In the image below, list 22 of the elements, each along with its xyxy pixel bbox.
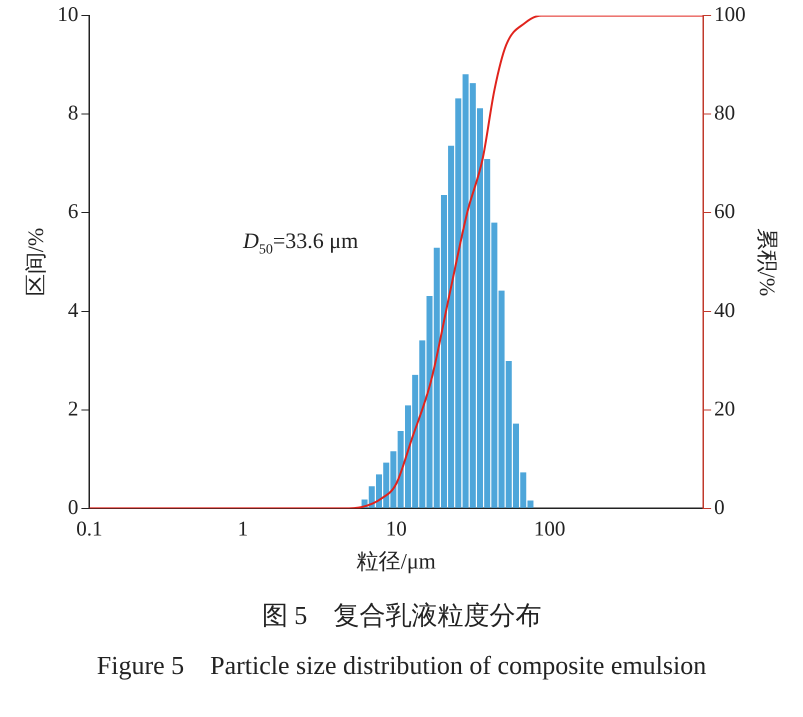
y-tick-label: 4 <box>68 298 79 322</box>
y2-tick-label: 100 <box>714 2 746 26</box>
x-tick-label: 10 <box>386 516 407 541</box>
y-axis-title: 区间/% <box>22 228 48 296</box>
annotation: D$_{50}$=33.6 μm <box>243 228 358 258</box>
y2-tick-label: 60 <box>714 199 736 224</box>
x-axis-title: 粒径/μm <box>356 548 436 574</box>
y2-tick-label: 40 <box>714 298 736 322</box>
y-tick-label: 8 <box>68 100 78 125</box>
x-tick-label: 1 <box>238 516 248 541</box>
y-tick-label: 0 <box>68 494 78 519</box>
y2-axis-title: 累积/% <box>755 228 780 296</box>
text: 图 5 复合乳液粒度分布 <box>260 600 542 632</box>
x-tick-label: 100 <box>534 516 566 541</box>
text: Figure 5 Particle size distribution of composite emulsion <box>96 650 708 682</box>
y2-tick-label: 80 <box>714 100 736 125</box>
y-tick-label: 10 <box>57 2 78 26</box>
y2-tick-label: 0 <box>714 494 725 519</box>
y-tick-label: 6 <box>68 199 78 224</box>
y-tick-label: 2 <box>68 396 78 420</box>
x-tick-label: 0.1 <box>76 516 103 541</box>
y2-tick-label: 20 <box>714 396 736 420</box>
